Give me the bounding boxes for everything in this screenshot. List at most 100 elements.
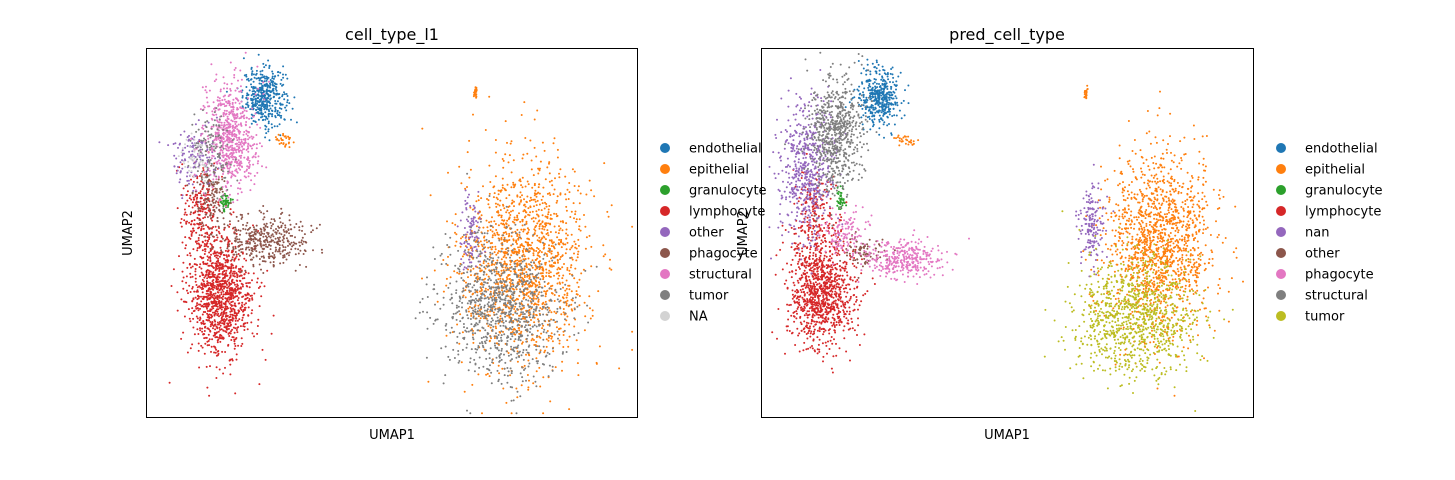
scatter-point [247, 156, 249, 159]
scatter-point [488, 352, 491, 355]
scatter-point [523, 306, 525, 309]
scatter-point [533, 291, 536, 294]
scatter-point [222, 199, 225, 202]
scatter-point [242, 133, 245, 136]
scatter-point [196, 196, 199, 199]
scatter-point [526, 180, 529, 183]
scatter-point [531, 259, 534, 262]
scatter-point [464, 236, 467, 239]
scatter-point [508, 278, 511, 280]
scatter-point [198, 156, 201, 159]
scatter-point [237, 167, 240, 170]
scatter-point [274, 116, 277, 119]
scatter-point [273, 92, 276, 95]
scatter-point [209, 275, 212, 278]
scatter-point [531, 358, 534, 361]
scatter-point [536, 239, 539, 242]
scatter-point [508, 205, 511, 208]
scatter-point [227, 255, 230, 257]
scatter-point [537, 320, 540, 322]
scatter-point [562, 286, 564, 289]
scatter-point [516, 235, 519, 237]
scatter-point [185, 281, 188, 284]
scatter-point [230, 161, 233, 164]
scatter-point [209, 194, 212, 197]
scatter-point [244, 322, 247, 325]
scatter-point [272, 264, 275, 267]
scatter-point [193, 186, 196, 189]
scatter-point [191, 201, 194, 204]
scatter-point [281, 84, 283, 87]
scatter-point [255, 147, 258, 150]
scatter-point [516, 312, 519, 315]
scatter-point [252, 95, 255, 98]
scatter-point [266, 226, 269, 228]
scatter-point [527, 207, 530, 210]
scatter-point [208, 264, 211, 267]
scatter-point [194, 277, 197, 280]
scatter-point [504, 120, 507, 123]
scatter-point [460, 258, 463, 261]
scatter-point [245, 232, 248, 235]
scatter-point [483, 259, 486, 262]
scatter-point [262, 118, 265, 121]
scatter-point [241, 243, 243, 246]
scatter-point [222, 337, 225, 340]
scatter-point [522, 296, 525, 299]
scatter-point [528, 285, 531, 288]
scatter-point [547, 311, 550, 314]
scatter-point [200, 203, 202, 206]
scatter-point [234, 149, 237, 152]
scatter-point [462, 294, 465, 297]
scatter-point [490, 256, 492, 259]
scatter-point [472, 204, 475, 207]
scatter-point [539, 307, 542, 309]
scatter-point [544, 295, 547, 298]
scatter-point [527, 231, 530, 234]
scatter-point [264, 243, 267, 246]
scatter-point [546, 192, 549, 195]
scatter-point [225, 327, 228, 330]
scatter-point [535, 313, 538, 316]
scatter-point [278, 236, 281, 239]
scatter-point [513, 218, 516, 221]
scatter-point [199, 255, 202, 258]
scatter-point [497, 233, 500, 236]
scatter-point [283, 234, 286, 237]
scatter-point [192, 180, 195, 183]
scatter-point [247, 150, 250, 153]
scatter-point [506, 183, 509, 186]
scatter-point [238, 318, 241, 321]
scatter-point [272, 89, 275, 92]
scatter-point [246, 165, 249, 168]
scatter-point [203, 245, 206, 248]
scatter-point [497, 278, 500, 281]
scatter-point [227, 250, 230, 253]
scatter-point [506, 278, 509, 280]
scatter-point [233, 302, 236, 305]
scatter-point [279, 102, 282, 105]
scatter-point [258, 232, 261, 235]
scatter-point [215, 348, 218, 351]
scatter-point [234, 392, 237, 395]
scatter-point [240, 287, 242, 290]
scatter-point [552, 142, 555, 145]
scatter-point [216, 283, 219, 286]
scatter-point [530, 217, 533, 220]
scatter-point [315, 227, 318, 230]
scatter-point [197, 237, 200, 239]
scatter-point [305, 265, 308, 268]
scatter-point [191, 312, 193, 315]
scatter-point [538, 236, 541, 239]
scatter-point [204, 326, 206, 329]
scatter-point [547, 336, 550, 339]
scatter-point [290, 241, 293, 244]
scatter-point [564, 175, 567, 178]
scatter-point [609, 258, 611, 261]
scatter-point [202, 256, 205, 259]
scatter-point [201, 286, 204, 289]
scatter-point [239, 85, 242, 88]
scatter-point [242, 148, 245, 151]
scatter-point [244, 51, 247, 54]
scatter-point [534, 217, 537, 220]
